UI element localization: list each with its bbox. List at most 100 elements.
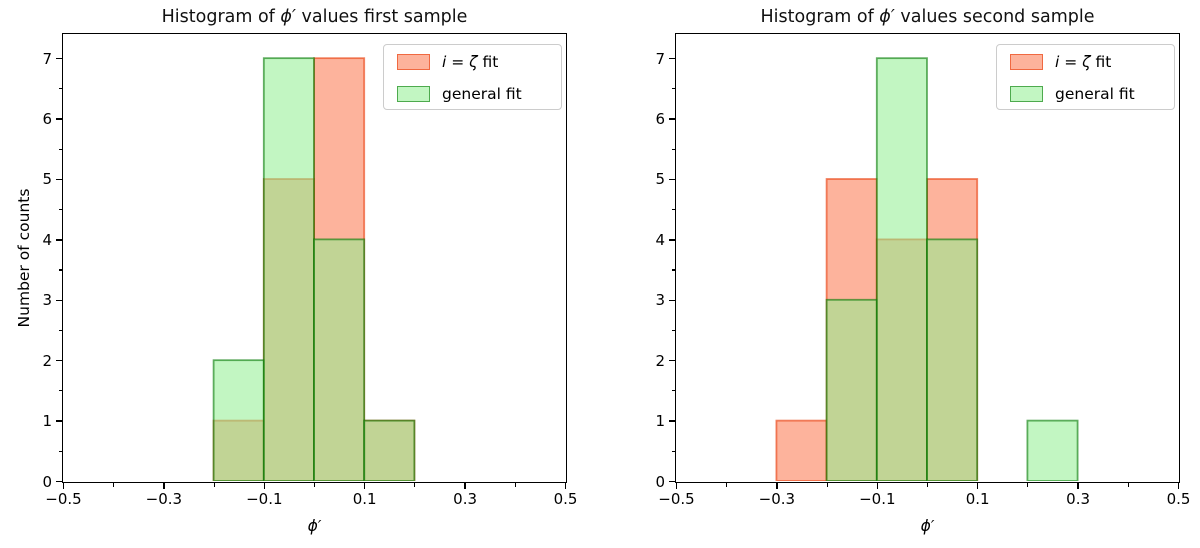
phi-prime-symbol: ϕ′ (879, 7, 895, 27)
y-axis-tick-label: 5 (42, 170, 52, 189)
legend-swatch-green (1010, 86, 1043, 102)
x-axis-minor-tick (414, 483, 416, 487)
x-axis-minor-tick (1127, 483, 1129, 487)
plot-title-suffix: values second sample (894, 7, 1095, 27)
y-axis-tick (56, 420, 62, 422)
plot-title-prefix: Histogram of (161, 7, 281, 27)
x-axis-tick (876, 483, 879, 489)
plot-title: Histogram of ϕ′ values first sample (62, 5, 567, 29)
y-axis-minor-tick (58, 148, 62, 150)
y-axis-tick (56, 299, 62, 302)
y-axis-tick-label: 4 (42, 230, 52, 249)
y-axis-tick-label: 6 (42, 110, 52, 129)
x-axis-minor-tick (1027, 483, 1029, 487)
x-axis-minor-tick (926, 483, 929, 487)
x-axis-tick (62, 483, 65, 489)
legend-swatch-green (397, 86, 430, 102)
x-axis-tick-label: −0.5 (45, 490, 82, 508)
histogram-bar-green (875, 57, 928, 481)
y-axis-tick-label: 3 (42, 291, 52, 310)
legend-label-text: fit (477, 53, 499, 71)
x-axis-minor-tick (514, 483, 516, 487)
x-axis-tick (976, 483, 979, 489)
legend-label: i = ζ fit (1055, 51, 1111, 73)
legend: i = ζ fit general fit (996, 44, 1175, 110)
x-axis-tick (263, 483, 266, 489)
plot-area (62, 33, 567, 483)
x-axis-tick (464, 483, 466, 489)
y-axis-minor-tick (671, 148, 675, 150)
y-axis-tick-label: 2 (655, 351, 665, 370)
histogram-bar-green (926, 238, 979, 481)
x-axis-tick-label: −0.3 (758, 490, 796, 508)
x-axis-tick (363, 483, 366, 489)
legend-label: general fit (442, 83, 522, 105)
x-axis-tick-label: 0.3 (1066, 490, 1091, 508)
y-axis-tick (669, 239, 675, 241)
y-axis-tick (56, 178, 62, 181)
y-axis-tick (669, 57, 675, 60)
y-axis-tick-label: 1 (42, 412, 52, 431)
x-axis-tick (163, 483, 165, 489)
histogram-bar-salmon (775, 419, 828, 481)
y-axis-tick-label: 7 (42, 49, 52, 68)
histogram-bar-green (1026, 419, 1079, 481)
x-axis-tick (776, 483, 778, 489)
x-axis-tick-label: 0.3 (453, 490, 478, 508)
plot-title-prefix: Histogram of (760, 7, 880, 27)
x-axis-tick-label: −0.1 (246, 490, 283, 508)
y-axis-minor-tick (58, 329, 62, 332)
legend-label-text: = (446, 53, 470, 71)
x-axis-minor-tick (113, 483, 115, 487)
y-axis-tick-label: 3 (655, 291, 665, 310)
y-axis-minor-tick (671, 88, 675, 90)
y-axis-tick (669, 118, 675, 120)
x-axis-tick-label: 0.5 (553, 490, 578, 508)
x-axis-tick-label: −0.1 (859, 490, 896, 508)
phi-prime-symbol: ϕ′ (280, 7, 296, 27)
legend-swatch-salmon (1010, 54, 1043, 70)
y-axis-tick-label: 4 (655, 230, 665, 249)
y-axis-minor-tick (58, 209, 62, 211)
y-axis-tick (56, 57, 62, 60)
y-axis-minor-tick (671, 450, 675, 452)
y-axis-minor-tick (58, 88, 62, 90)
legend: i = ζ fit general fit (383, 44, 562, 110)
x-axis-tick (1177, 483, 1180, 489)
x-axis-label: ϕ′ (920, 517, 935, 535)
y-axis-tick-label: 5 (655, 170, 665, 189)
y-axis-tick (669, 178, 675, 181)
y-axis-minor-tick (58, 269, 62, 271)
math-symbol: i (1055, 53, 1060, 71)
y-axis-tick-label: 0 (655, 472, 665, 491)
y-axis-tick-label: 0 (42, 472, 52, 491)
x-axis-tick (564, 483, 567, 489)
y-axis-tick (669, 420, 675, 422)
histogram-bar-green (313, 238, 366, 481)
math-symbol: ζ (1082, 53, 1091, 71)
x-axis-tick (1077, 483, 1079, 489)
x-axis-tick-label: −0.3 (145, 490, 183, 508)
legend-swatch-salmon (397, 54, 430, 70)
x-axis-minor-tick (726, 483, 728, 487)
y-axis-tick-label: 6 (655, 110, 665, 129)
y-axis-minor-tick (671, 390, 675, 392)
y-axis-tick (669, 480, 675, 483)
math-symbol: ζ (469, 53, 478, 71)
histogram-bar-green (825, 298, 878, 481)
legend-label: i = ζ fit (442, 51, 498, 73)
y-axis-tick (56, 118, 62, 120)
y-axis-minor-tick (671, 209, 675, 211)
legend-label-text: general fit (1055, 85, 1135, 103)
legend-label: general fit (1055, 83, 1135, 105)
y-axis-tick (669, 299, 675, 302)
y-axis-minor-tick (671, 329, 675, 332)
math-symbol: i (442, 53, 447, 71)
x-axis-label: ϕ′ (307, 517, 322, 535)
y-axis-tick-label: 1 (655, 412, 665, 431)
plot-title: Histogram of ϕ′ values second sample (675, 5, 1180, 29)
y-axis-tick (56, 480, 62, 483)
y-axis-minor-tick (58, 390, 62, 392)
